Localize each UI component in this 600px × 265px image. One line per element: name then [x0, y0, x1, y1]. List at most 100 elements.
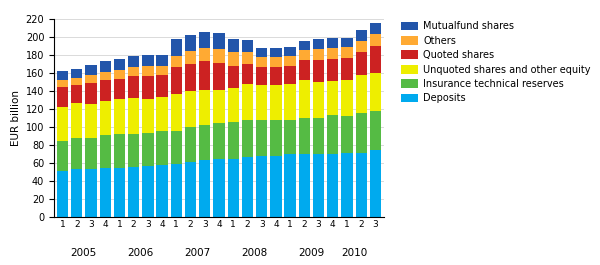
Bar — [313, 118, 324, 154]
Bar — [185, 51, 196, 64]
Bar — [199, 61, 211, 90]
Bar — [170, 56, 182, 67]
Bar — [327, 115, 338, 154]
Bar — [57, 71, 68, 80]
Bar — [157, 55, 168, 65]
Bar — [370, 34, 381, 46]
Bar — [142, 99, 154, 133]
Bar — [270, 58, 281, 67]
Bar — [313, 82, 324, 118]
Bar — [157, 131, 168, 165]
Bar — [270, 85, 281, 120]
Bar — [327, 59, 338, 81]
Bar — [157, 65, 168, 76]
Bar — [341, 38, 353, 47]
Bar — [299, 118, 310, 154]
Bar — [142, 133, 154, 166]
Bar — [85, 104, 97, 138]
Bar — [313, 60, 324, 82]
Bar — [128, 134, 139, 167]
Bar — [242, 40, 253, 52]
Bar — [142, 55, 154, 67]
Bar — [370, 73, 381, 111]
Bar — [199, 32, 211, 48]
Bar — [214, 160, 224, 217]
Bar — [199, 90, 211, 125]
Bar — [356, 52, 367, 76]
Bar — [128, 167, 139, 217]
Bar — [284, 120, 296, 154]
Bar — [327, 81, 338, 115]
Bar — [299, 41, 310, 50]
Bar — [85, 65, 97, 74]
Bar — [142, 67, 154, 76]
Bar — [57, 142, 68, 171]
Bar — [199, 160, 211, 217]
Text: 2005: 2005 — [71, 248, 97, 258]
Bar — [299, 80, 310, 118]
Bar — [299, 50, 310, 60]
Bar — [242, 120, 253, 157]
Bar — [227, 158, 239, 217]
Bar — [299, 60, 310, 80]
Text: 2007: 2007 — [185, 248, 211, 258]
Bar — [71, 69, 82, 78]
Bar — [57, 107, 68, 142]
Bar — [100, 61, 111, 72]
Bar — [114, 134, 125, 168]
Bar — [71, 103, 82, 138]
Bar — [170, 94, 182, 131]
Bar — [185, 35, 196, 51]
Bar — [185, 127, 196, 162]
Bar — [356, 41, 367, 52]
Bar — [71, 85, 82, 103]
Bar — [270, 48, 281, 58]
Bar — [370, 111, 381, 151]
Bar — [313, 39, 324, 49]
Bar — [227, 122, 239, 158]
Text: 2009: 2009 — [298, 248, 325, 258]
Bar — [185, 91, 196, 127]
Bar — [284, 65, 296, 83]
Bar — [370, 23, 381, 34]
Bar — [356, 153, 367, 217]
Bar — [214, 90, 224, 123]
Bar — [341, 80, 353, 116]
Bar — [57, 171, 68, 217]
Bar — [242, 157, 253, 217]
Bar — [284, 83, 296, 120]
Bar — [157, 76, 168, 97]
Bar — [85, 83, 97, 104]
Bar — [142, 76, 154, 99]
Bar — [128, 67, 139, 76]
Bar — [85, 138, 97, 169]
Bar — [242, 52, 253, 64]
Bar — [227, 88, 239, 122]
Bar — [214, 63, 224, 90]
Text: 2006: 2006 — [128, 248, 154, 258]
Bar — [242, 83, 253, 120]
Bar — [256, 58, 268, 67]
Text: 2008: 2008 — [241, 248, 268, 258]
Bar — [242, 64, 253, 83]
Bar — [227, 52, 239, 65]
Bar — [170, 164, 182, 217]
Bar — [157, 165, 168, 217]
Bar — [57, 80, 68, 87]
Bar — [128, 98, 139, 134]
Bar — [71, 169, 82, 217]
Bar — [185, 162, 196, 217]
Bar — [199, 48, 211, 61]
Bar — [214, 49, 224, 63]
Bar — [270, 67, 281, 85]
Bar — [100, 72, 111, 80]
Bar — [370, 46, 381, 73]
Bar — [227, 39, 239, 52]
Bar — [170, 131, 182, 164]
Y-axis label: EUR billion: EUR billion — [11, 90, 22, 146]
Bar — [214, 33, 224, 49]
Bar — [114, 70, 125, 79]
Bar — [256, 120, 268, 156]
Text: 2010: 2010 — [341, 248, 367, 258]
Bar — [341, 58, 353, 80]
